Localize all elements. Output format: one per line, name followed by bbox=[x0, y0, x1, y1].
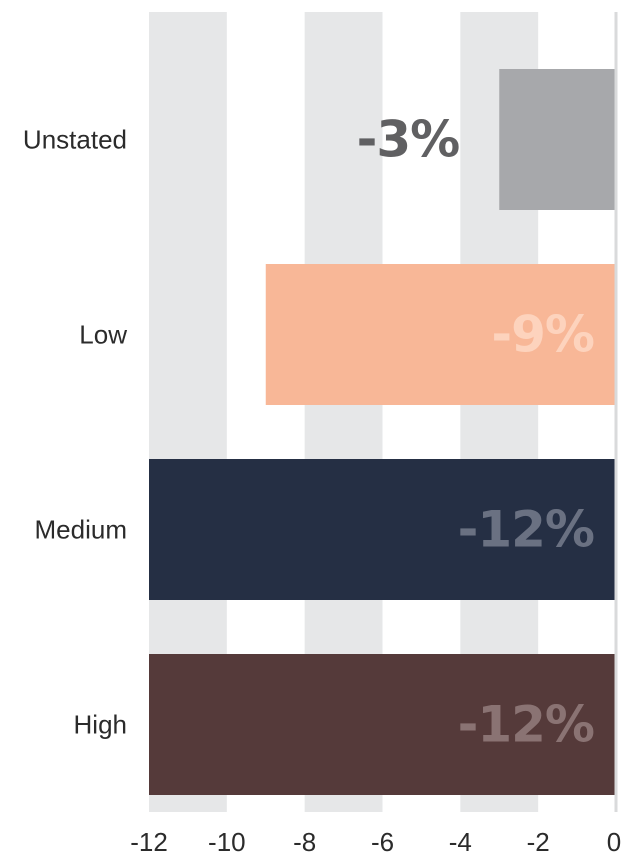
category-label: Medium bbox=[35, 515, 127, 545]
x-tick-label: -8 bbox=[293, 827, 316, 857]
x-tick-label: -10 bbox=[208, 827, 246, 857]
category-label: High bbox=[74, 710, 127, 740]
bar-medium bbox=[149, 459, 616, 600]
data-label: -12% bbox=[458, 696, 594, 754]
x-tick-label: -2 bbox=[527, 827, 550, 857]
bars bbox=[149, 69, 616, 795]
data-label: -9% bbox=[491, 306, 594, 364]
bar-high bbox=[149, 654, 616, 795]
category-label: Low bbox=[79, 320, 127, 350]
x-tick-label: -4 bbox=[449, 827, 472, 857]
x-tick-label: 0 bbox=[607, 827, 621, 857]
grid-bands bbox=[149, 12, 539, 812]
x-tick-labels: -12 -10 -8 -6 -4 -2 0 bbox=[130, 827, 621, 857]
category-labels: Unstated Low Medium High bbox=[23, 125, 127, 740]
x-tick-label: -6 bbox=[371, 827, 394, 857]
data-label: -12% bbox=[458, 501, 594, 559]
bar-low bbox=[265, 264, 616, 405]
x-tick-label: -12 bbox=[130, 827, 168, 857]
data-labels: -3% -9% -12% -12% bbox=[357, 111, 595, 754]
category-label: Unstated bbox=[23, 125, 127, 155]
data-label: -3% bbox=[357, 111, 460, 169]
bar-unstated bbox=[499, 69, 616, 210]
